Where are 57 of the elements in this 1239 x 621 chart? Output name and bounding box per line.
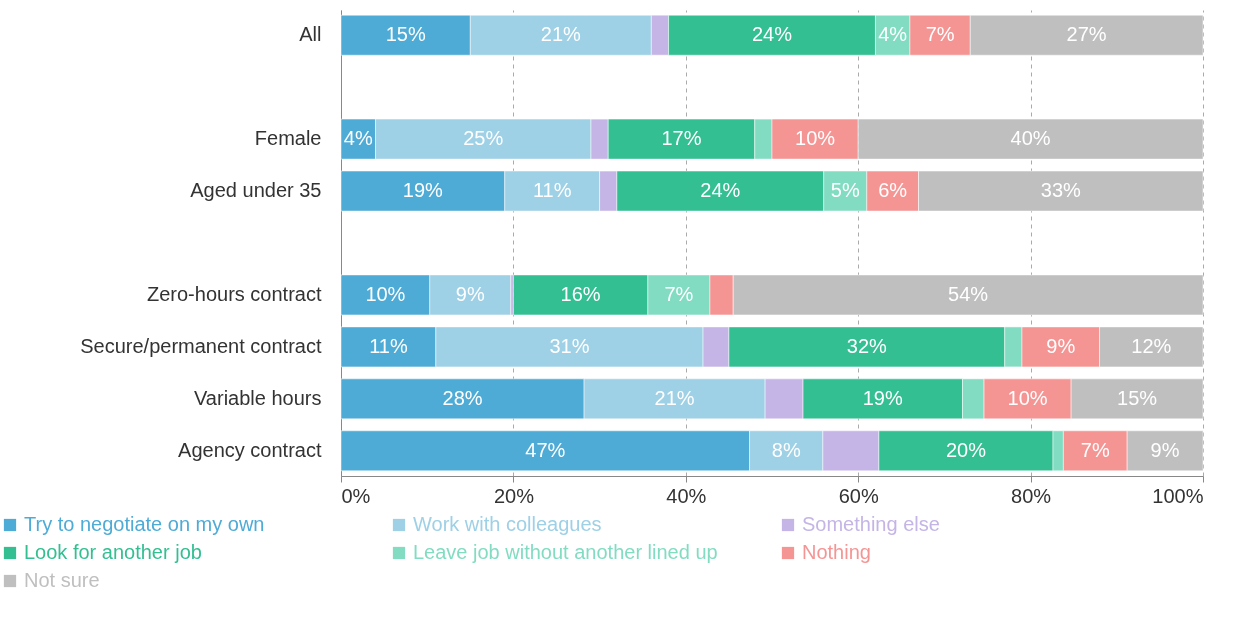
data-label: 17% (661, 127, 702, 150)
data-label: 7% (1080, 438, 1110, 461)
data-label: 9% (1046, 334, 1076, 357)
data-label: 19% (862, 386, 903, 409)
data-label: 27% (1066, 23, 1107, 46)
data-label: 24% (700, 179, 741, 202)
legend-label: Look for another job (24, 541, 202, 563)
data-label: 33% (1040, 179, 1081, 202)
data-label: 15% (1117, 386, 1158, 409)
data-label: 19% (402, 179, 444, 202)
legend-label: Not sure (24, 569, 100, 591)
x-tick-label: 100% (1152, 484, 1204, 507)
data-label: 5% (830, 179, 860, 202)
data-label: 47% (525, 438, 566, 461)
data-label: 11% (369, 334, 408, 357)
x-tick-label: 40% (666, 484, 707, 507)
data-label: 54% (948, 282, 989, 305)
y-tick-label: Agency contract (178, 438, 322, 461)
data-label: 7% (664, 282, 694, 305)
data-label: 10% (1007, 386, 1048, 409)
data-label: 21% (654, 386, 695, 409)
data-label: 10% (365, 282, 406, 305)
y-tick-label: Variable hours (194, 386, 322, 409)
x-tick-label: 80% (1011, 484, 1052, 507)
legend-label: Leave job without another lined up (413, 541, 718, 563)
data-label: 7% (925, 23, 955, 46)
y-tick-label: Secure/permanent contract (80, 334, 322, 357)
legend-label: Work with colleagues (413, 513, 602, 535)
data-label: 16% (560, 282, 601, 305)
data-label: 21% (540, 23, 582, 46)
y-tick-label: Zero-hours contract (146, 282, 322, 305)
data-label: 4% (343, 127, 373, 150)
data-label: 9% (455, 282, 485, 305)
data-label: 32% (846, 334, 888, 357)
data-label: 4% (878, 23, 908, 46)
data-label: 28% (442, 386, 483, 409)
y-tick-label: All (299, 23, 322, 46)
y-tick-label: Aged under 35 (190, 179, 322, 202)
x-tick-label: 20% (493, 484, 535, 507)
data-label: 9% (1150, 438, 1180, 461)
data-label: 24% (751, 23, 793, 46)
data-label: 15% (385, 23, 426, 46)
legend-label: Something else (802, 513, 940, 535)
legend-label: Nothing (802, 541, 871, 563)
legend-label: Try to negotiate on my own (24, 513, 265, 535)
data-label: 8% (771, 438, 801, 461)
data-label: 25% (463, 127, 504, 150)
data-label: 40% (1010, 127, 1051, 150)
data-label: 6% (878, 179, 908, 202)
x-tick-label: 60% (838, 484, 879, 507)
data-label: 31% (549, 334, 590, 357)
y-tick-label: Female (254, 127, 322, 150)
data-label: 20% (945, 438, 987, 461)
data-label: 10% (795, 127, 836, 150)
data-label: 11% (532, 179, 572, 202)
data-label: 12% (1131, 334, 1172, 357)
x-tick-label: 0% (341, 484, 371, 507)
